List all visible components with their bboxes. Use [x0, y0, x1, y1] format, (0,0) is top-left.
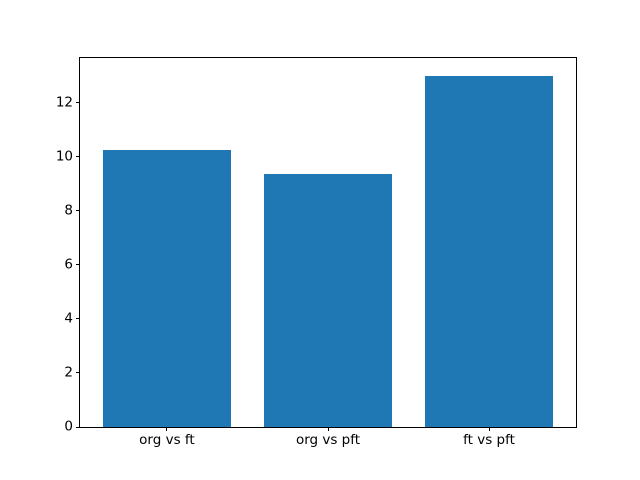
y-tick-mark — [76, 102, 80, 104]
x-tick-label: org vs ft — [139, 432, 195, 448]
x-tick-label: ft vs pft — [463, 432, 515, 448]
y-tick-label: 12 — [55, 93, 73, 110]
x-tick-label: org vs pft — [295, 432, 361, 448]
plot-area: 0 2 4 6 8 10 12 org vs ft org vs pft ft vs pft — [56, 57, 577, 447]
y-tick-label: 2 — [64, 364, 73, 381]
y-tick-label: 6 — [64, 256, 73, 273]
x-tick-mark — [488, 427, 490, 431]
x-tick-mark — [327, 427, 329, 431]
y-tick-mark — [76, 318, 80, 320]
bar-org-vs-pft — [263, 174, 393, 427]
y-tick-label: 8 — [64, 201, 73, 218]
bar-org-vs-ft — [102, 149, 232, 427]
y-tick-mark — [76, 156, 80, 158]
y-tick-label: 4 — [64, 310, 73, 327]
y-tick-label: 10 — [55, 147, 73, 164]
y-tick-label: 0 — [64, 418, 73, 435]
bar-ft-vs-pft — [424, 75, 554, 427]
y-tick-mark — [76, 264, 80, 266]
x-tick-mark — [166, 427, 168, 431]
y-tick-mark — [76, 372, 80, 374]
y-tick-mark — [76, 426, 80, 428]
y-tick-mark — [76, 210, 80, 212]
